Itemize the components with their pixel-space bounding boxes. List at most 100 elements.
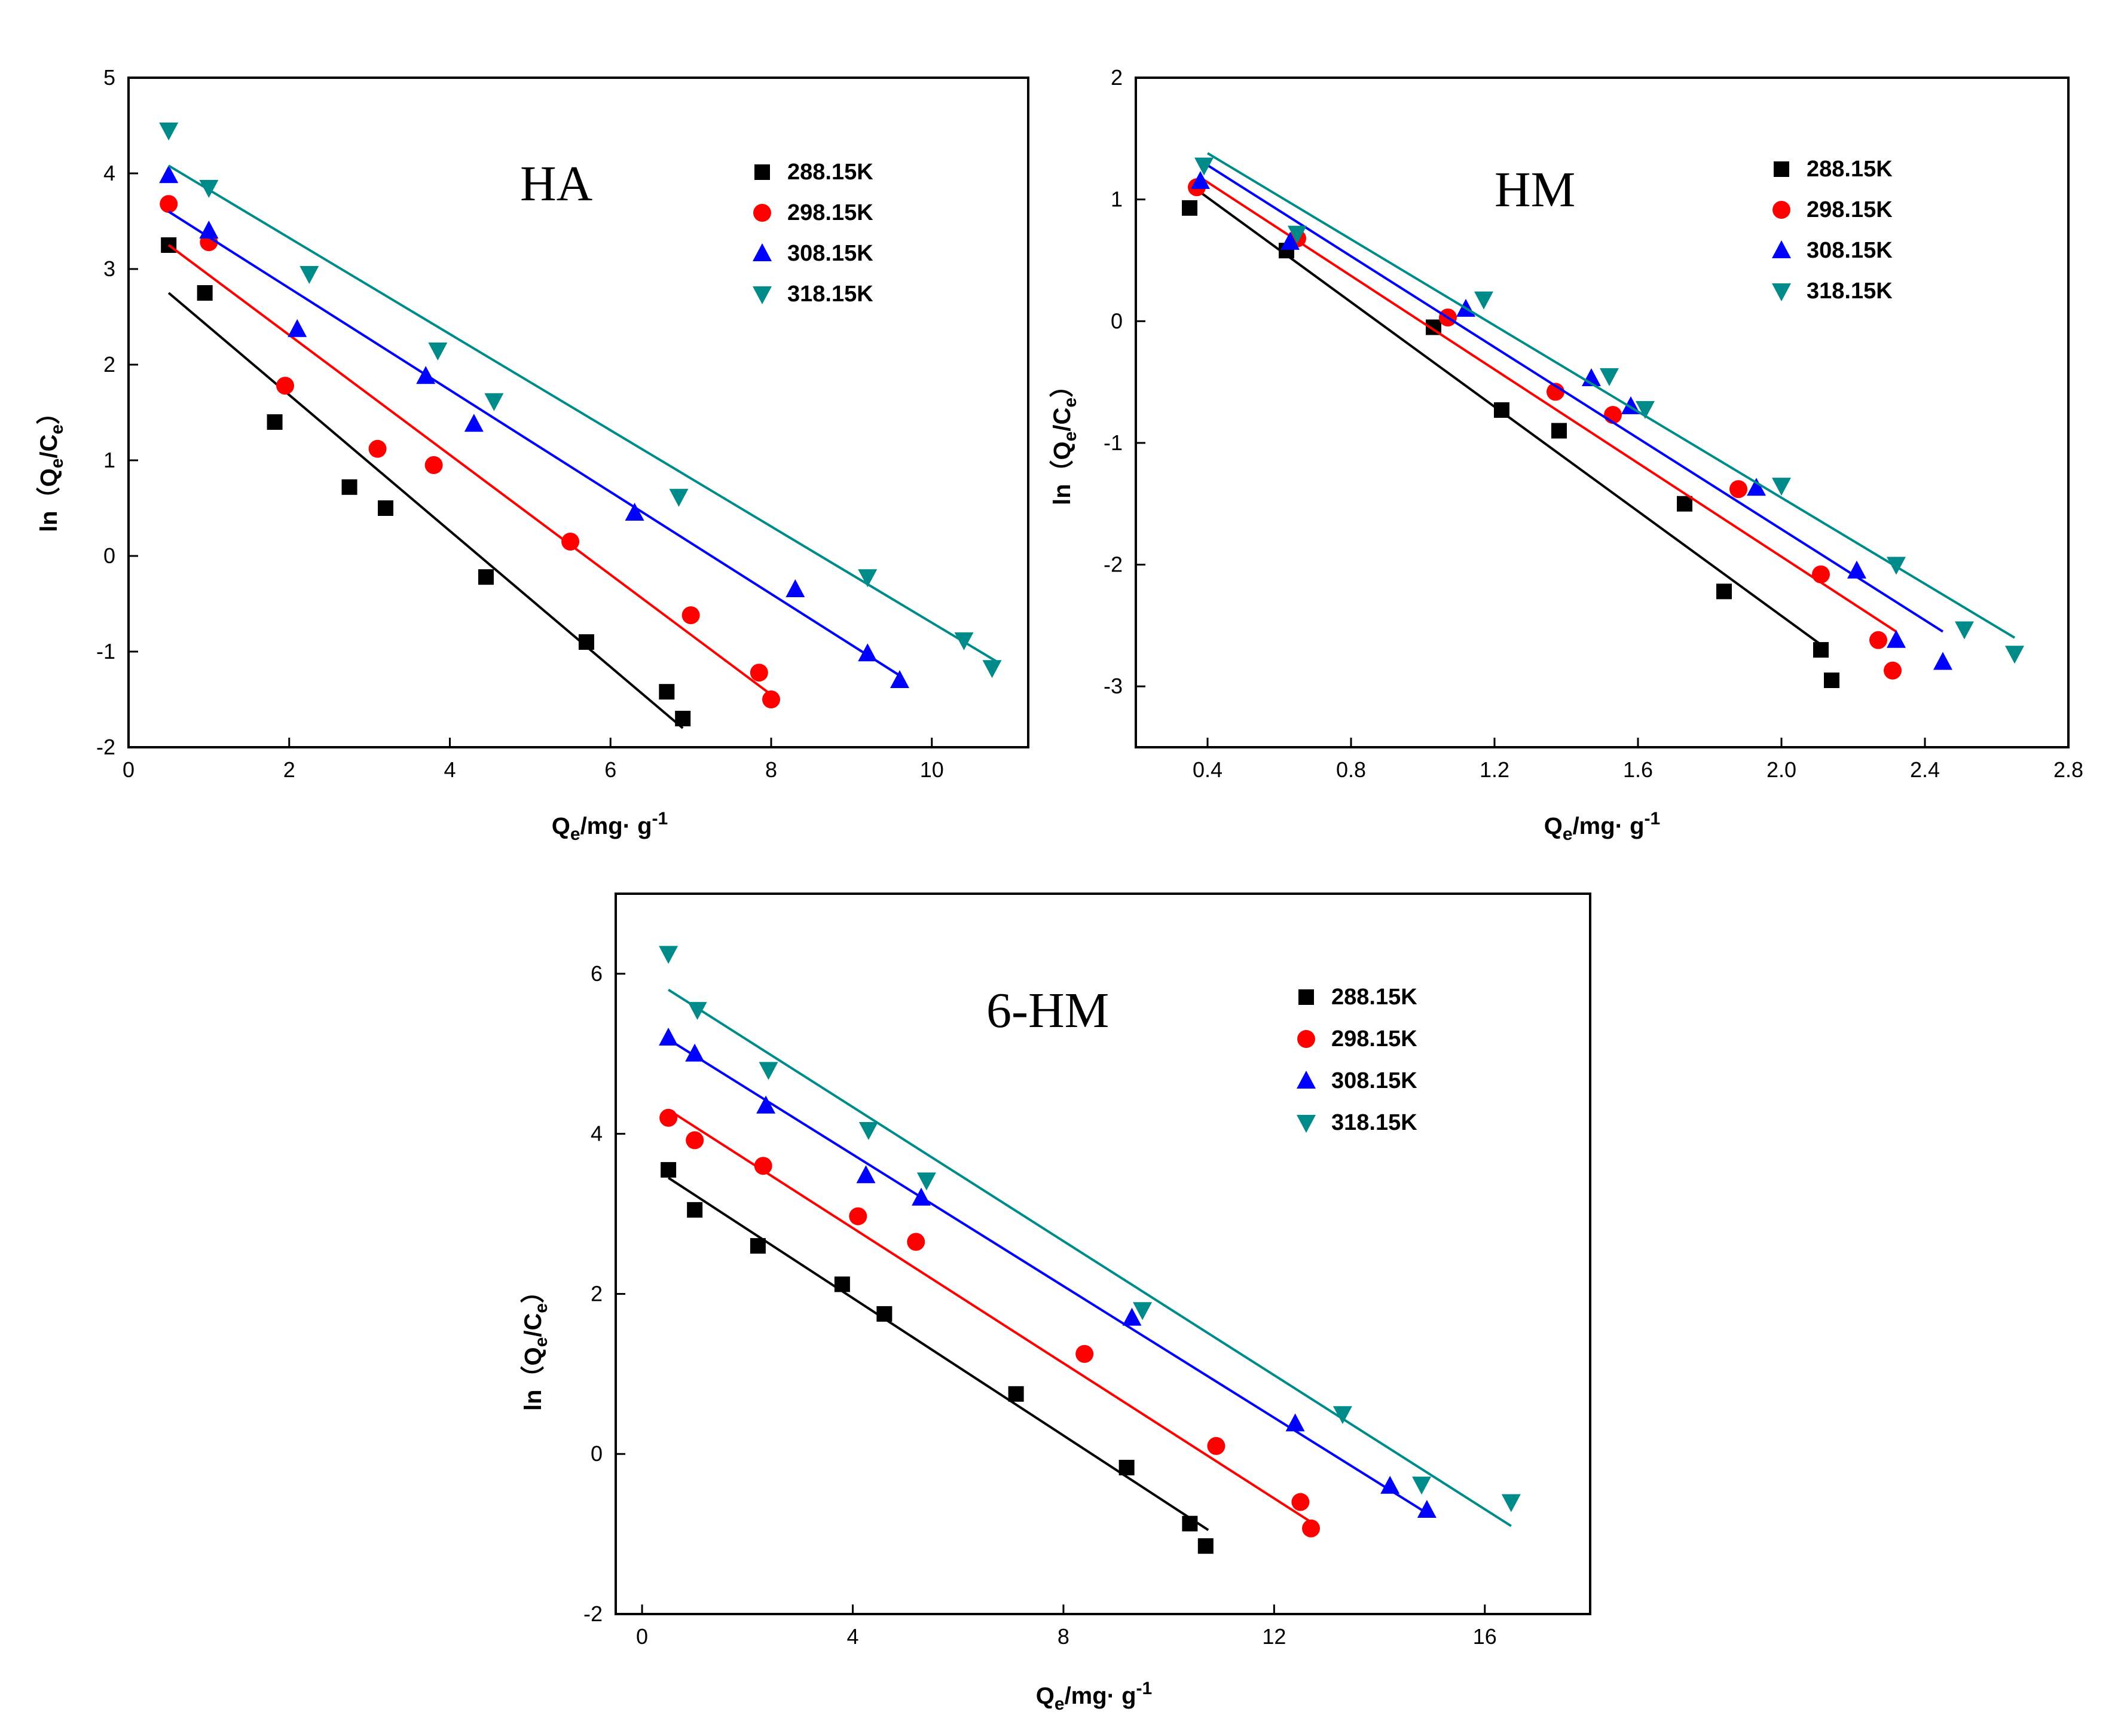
chart-6hm-point-298.15K (849, 1207, 867, 1225)
chart-ha-y-tick-label: 4 (103, 161, 115, 185)
chart-hm-fit-line-308.15K (1203, 161, 1944, 633)
chart-hm-point-318.15K (1636, 401, 1655, 419)
chart-ha-point-298.15K (681, 606, 700, 625)
chart-ha-x-tick-label: 10 (920, 757, 944, 782)
chart-ha-point-318.15K (299, 266, 319, 284)
chart-ha-point-308.15K (464, 414, 484, 432)
chart-6hm-point-288.15K (750, 1238, 766, 1254)
triangle-down-marker-icon (1772, 283, 1791, 301)
chart-hm-point-318.15K (1887, 557, 1906, 575)
chart-ha-legend-label: 298.15K (787, 200, 873, 225)
chart-hm-point-288.15K (1677, 496, 1692, 512)
chart-ha-y-tick-label: 1 (103, 448, 115, 472)
chart-6hm-x-tick-label: 4 (846, 1624, 858, 1649)
chart-6hm-point-318.15K (1133, 1302, 1153, 1321)
chart-6hm-point-318.15K (1501, 1494, 1521, 1512)
chart-6hm-point-318.15K (759, 1062, 778, 1080)
chart-ha-point-308.15K (625, 503, 644, 521)
chart-6hm-x-label: Qe/mg· g-1 (1036, 1679, 1152, 1714)
chart-6hm-plot-frame (615, 893, 1591, 1615)
chart-ha-x-tick-label: 4 (444, 757, 456, 782)
chart-ha-x-tick-label: 6 (604, 757, 616, 782)
chart-hm-point-298.15K (1884, 661, 1902, 680)
chart-6hm-x-tick-label: 8 (1058, 1624, 1069, 1649)
chart-ha-y-tick-label: -2 (96, 735, 115, 759)
chart-ha-point-288.15K (197, 285, 213, 301)
chart-ha-title: HA (520, 156, 593, 212)
chart-ha-y-tick-label: 0 (103, 543, 115, 568)
chart-ha-point-288.15K (578, 634, 594, 650)
chart-ha-point-288.15K (675, 711, 691, 726)
chart-6hm-point-288.15K (661, 1162, 677, 1178)
triangle-up-marker-icon (753, 243, 772, 261)
chart-6hm-point-308.15K (685, 1043, 705, 1062)
chart-6hm-x-tick-label: 16 (1473, 1624, 1497, 1649)
chart-ha-point-308.15K (416, 366, 436, 384)
chart-ha-fit-line-318.15K (168, 164, 997, 662)
chart-hm-y-tick-label: -1 (1104, 430, 1123, 455)
chart-ha-point-318.15K (669, 488, 689, 507)
chart-hm-point-288.15K (1494, 402, 1509, 418)
chart-hm-point-288.15K (1716, 583, 1732, 600)
chart-ha-point-318.15K (159, 123, 179, 140)
chart-hm-x-tick-label: 1.6 (1623, 757, 1653, 782)
chart-hm-x-tick-label: 0.4 (1193, 757, 1223, 782)
chart-hm-point-288.15K (1551, 423, 1567, 439)
chart-6hm-point-308.15K (856, 1165, 876, 1184)
chart-ha-x-tick-label: 8 (765, 757, 777, 782)
chart-ha-y-tick-label: 2 (103, 352, 115, 377)
chart-ha-point-318.15K (982, 660, 1002, 678)
chart-ha-plot-frame (127, 77, 1029, 748)
chart-hm-y-tick-label: 0 (1111, 308, 1123, 333)
triangle-down-marker-icon (753, 286, 772, 304)
chart-6hm-point-318.15K (659, 946, 679, 964)
chart-hm-y-tick-label: 2 (1111, 65, 1123, 90)
chart-ha-point-298.15K (276, 377, 295, 395)
chart-hm-point-308.15K (1847, 560, 1866, 579)
chart-hm-point-308.15K (1280, 231, 1300, 250)
chart-hm-point-288.15K (1813, 642, 1829, 658)
chart-hm-point-318.15K (1772, 478, 1791, 496)
chart-hm-point-308.15K (1887, 629, 1906, 648)
chart-6hm-point-298.15K (754, 1157, 772, 1175)
chart-hm-legend-label: 318.15K (1807, 279, 1893, 304)
chart-hm-plot-frame (1135, 77, 2070, 748)
chart-ha-y-tick-label: 3 (103, 256, 115, 281)
chart-6hm-point-318.15K (1332, 1406, 1352, 1425)
chart-ha-point-318.15K (428, 343, 448, 360)
chart-6hm-legend-label: 308.15K (1331, 1068, 1417, 1093)
square-marker-icon (754, 164, 770, 180)
chart-6hm-point-298.15K (659, 1108, 678, 1127)
chart-6hm-point-288.15K (1008, 1386, 1024, 1402)
chart-hm-point-308.15K (1933, 652, 1952, 670)
chart-hm-fit-line-298.15K (1199, 176, 1897, 633)
chart-6hm-point-318.15K (1412, 1477, 1432, 1495)
chart-6hm-y-tick-label: -2 (583, 1601, 603, 1626)
chart-hm-y-label: ln（Qe/Ce） (1049, 374, 1080, 505)
chart-hm-point-288.15K (1824, 673, 1839, 688)
square-marker-icon (1774, 161, 1789, 177)
chart-hm-point-308.15K (1747, 478, 1766, 496)
chart-hm-x-tick-label: 1.2 (1480, 757, 1509, 782)
chart-ha-y-tick-label: 5 (103, 65, 115, 90)
chart-hm-x-tick-label: 2.4 (1910, 757, 1940, 782)
chart-ha-point-308.15K (288, 319, 307, 337)
chart-ha-point-288.15K (659, 684, 675, 700)
chart-ha-y-tick-label: -1 (96, 639, 115, 664)
triangle-up-marker-icon (1297, 1071, 1316, 1089)
chart-6hm-point-298.15K (686, 1131, 704, 1150)
chart-6hm-fit-line-298.15K (668, 1108, 1312, 1523)
chart-ha-point-298.15K (561, 533, 580, 551)
chart-ha-point-298.15K (368, 439, 387, 458)
triangle-up-marker-icon (1772, 240, 1791, 258)
chart-hm-point-318.15K (1474, 291, 1493, 310)
chart-6hm-y-tick-label: 2 (591, 1281, 603, 1306)
chart-6hm-point-288.15K (687, 1202, 703, 1218)
chart-6hm-point-308.15K (912, 1187, 931, 1206)
chart-ha-point-308.15K (159, 165, 179, 184)
chart-6hm-point-298.15K (1302, 1519, 1321, 1538)
chart-hm-point-308.15K (1191, 171, 1210, 190)
chart-hm-legend-label: 288.15K (1807, 157, 1893, 182)
circle-marker-icon (1772, 201, 1790, 219)
